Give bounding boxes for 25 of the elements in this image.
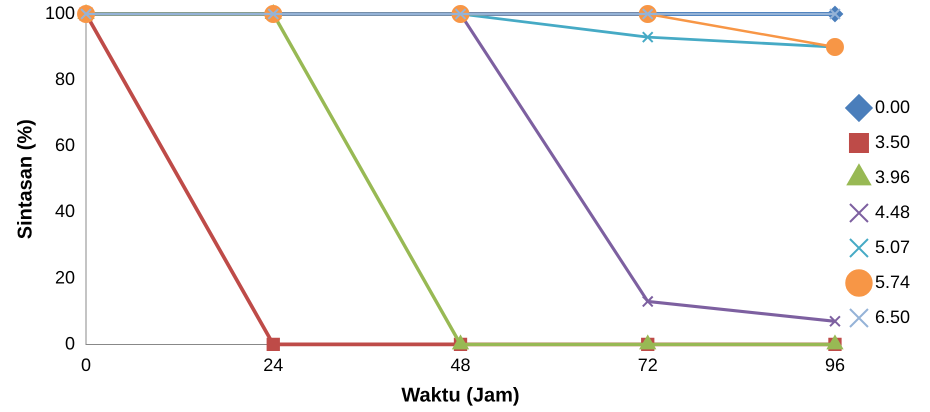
point	[829, 315, 841, 328]
point	[642, 296, 654, 308]
y-tick-label: 100	[44, 2, 76, 23]
legend-label: 3.96	[874, 166, 910, 187]
point	[642, 31, 654, 44]
y-tick-label: 0	[65, 333, 76, 354]
point	[266, 338, 280, 352]
y-tick-label: 40	[55, 201, 76, 222]
y-tick-label: 80	[55, 69, 76, 90]
x-tick-label: 72	[638, 355, 658, 376]
x-tick-label: 0	[81, 355, 92, 376]
y-tick-label: 20	[55, 267, 76, 288]
legend-label: 3.50	[874, 132, 910, 152]
x-axis-title: Waktu (Jam)	[401, 384, 520, 407]
x-tick-label: 48	[450, 355, 471, 376]
legend-label: 5.07	[874, 236, 910, 257]
point	[826, 38, 844, 56]
legend-label: 4.48	[874, 202, 910, 222]
x-tick-label: 96	[824, 355, 845, 376]
y-tick-label: 60	[55, 135, 76, 156]
legend-label: 6.50	[874, 306, 910, 327]
x-tick-label: 24	[263, 355, 284, 376]
y-axis-title: Sintasan (%)	[14, 119, 37, 240]
legend-label: 5.74	[874, 272, 910, 292]
legend-label: 0.00	[874, 96, 910, 117]
